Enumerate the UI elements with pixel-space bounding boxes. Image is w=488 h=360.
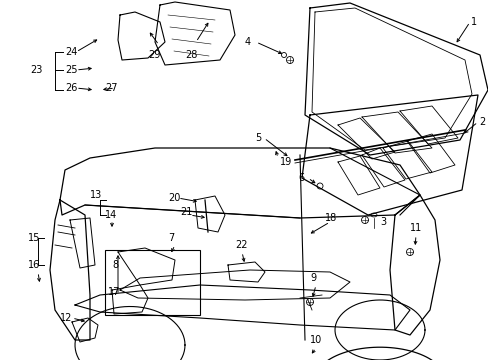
Text: 19: 19 — [280, 157, 292, 167]
Text: 18: 18 — [325, 213, 337, 223]
Text: 4: 4 — [244, 37, 251, 47]
Text: 15: 15 — [28, 233, 41, 243]
Text: 2: 2 — [478, 117, 484, 127]
Text: 23: 23 — [30, 65, 42, 75]
Text: 1: 1 — [470, 17, 476, 27]
Text: 5: 5 — [254, 133, 261, 143]
Text: 12: 12 — [60, 313, 72, 323]
Text: 11: 11 — [409, 223, 421, 233]
Text: 14: 14 — [105, 210, 117, 220]
Text: 28: 28 — [184, 50, 197, 60]
Text: 27: 27 — [105, 83, 117, 93]
Bar — [105, 250, 200, 315]
Text: 24: 24 — [65, 47, 77, 57]
Text: 22: 22 — [235, 240, 247, 250]
Text: 29: 29 — [148, 50, 160, 60]
Text: 6: 6 — [297, 173, 304, 183]
Text: 10: 10 — [309, 335, 322, 345]
Text: 8: 8 — [112, 260, 118, 270]
Text: 9: 9 — [309, 273, 315, 283]
Text: 21: 21 — [180, 207, 192, 217]
Text: 26: 26 — [65, 83, 77, 93]
Text: 7: 7 — [168, 233, 174, 243]
Text: 17: 17 — [108, 287, 120, 297]
Text: 13: 13 — [90, 190, 102, 200]
Text: 3: 3 — [379, 217, 386, 227]
Text: 20: 20 — [168, 193, 180, 203]
Text: 25: 25 — [65, 65, 77, 75]
Text: 16: 16 — [28, 260, 40, 270]
